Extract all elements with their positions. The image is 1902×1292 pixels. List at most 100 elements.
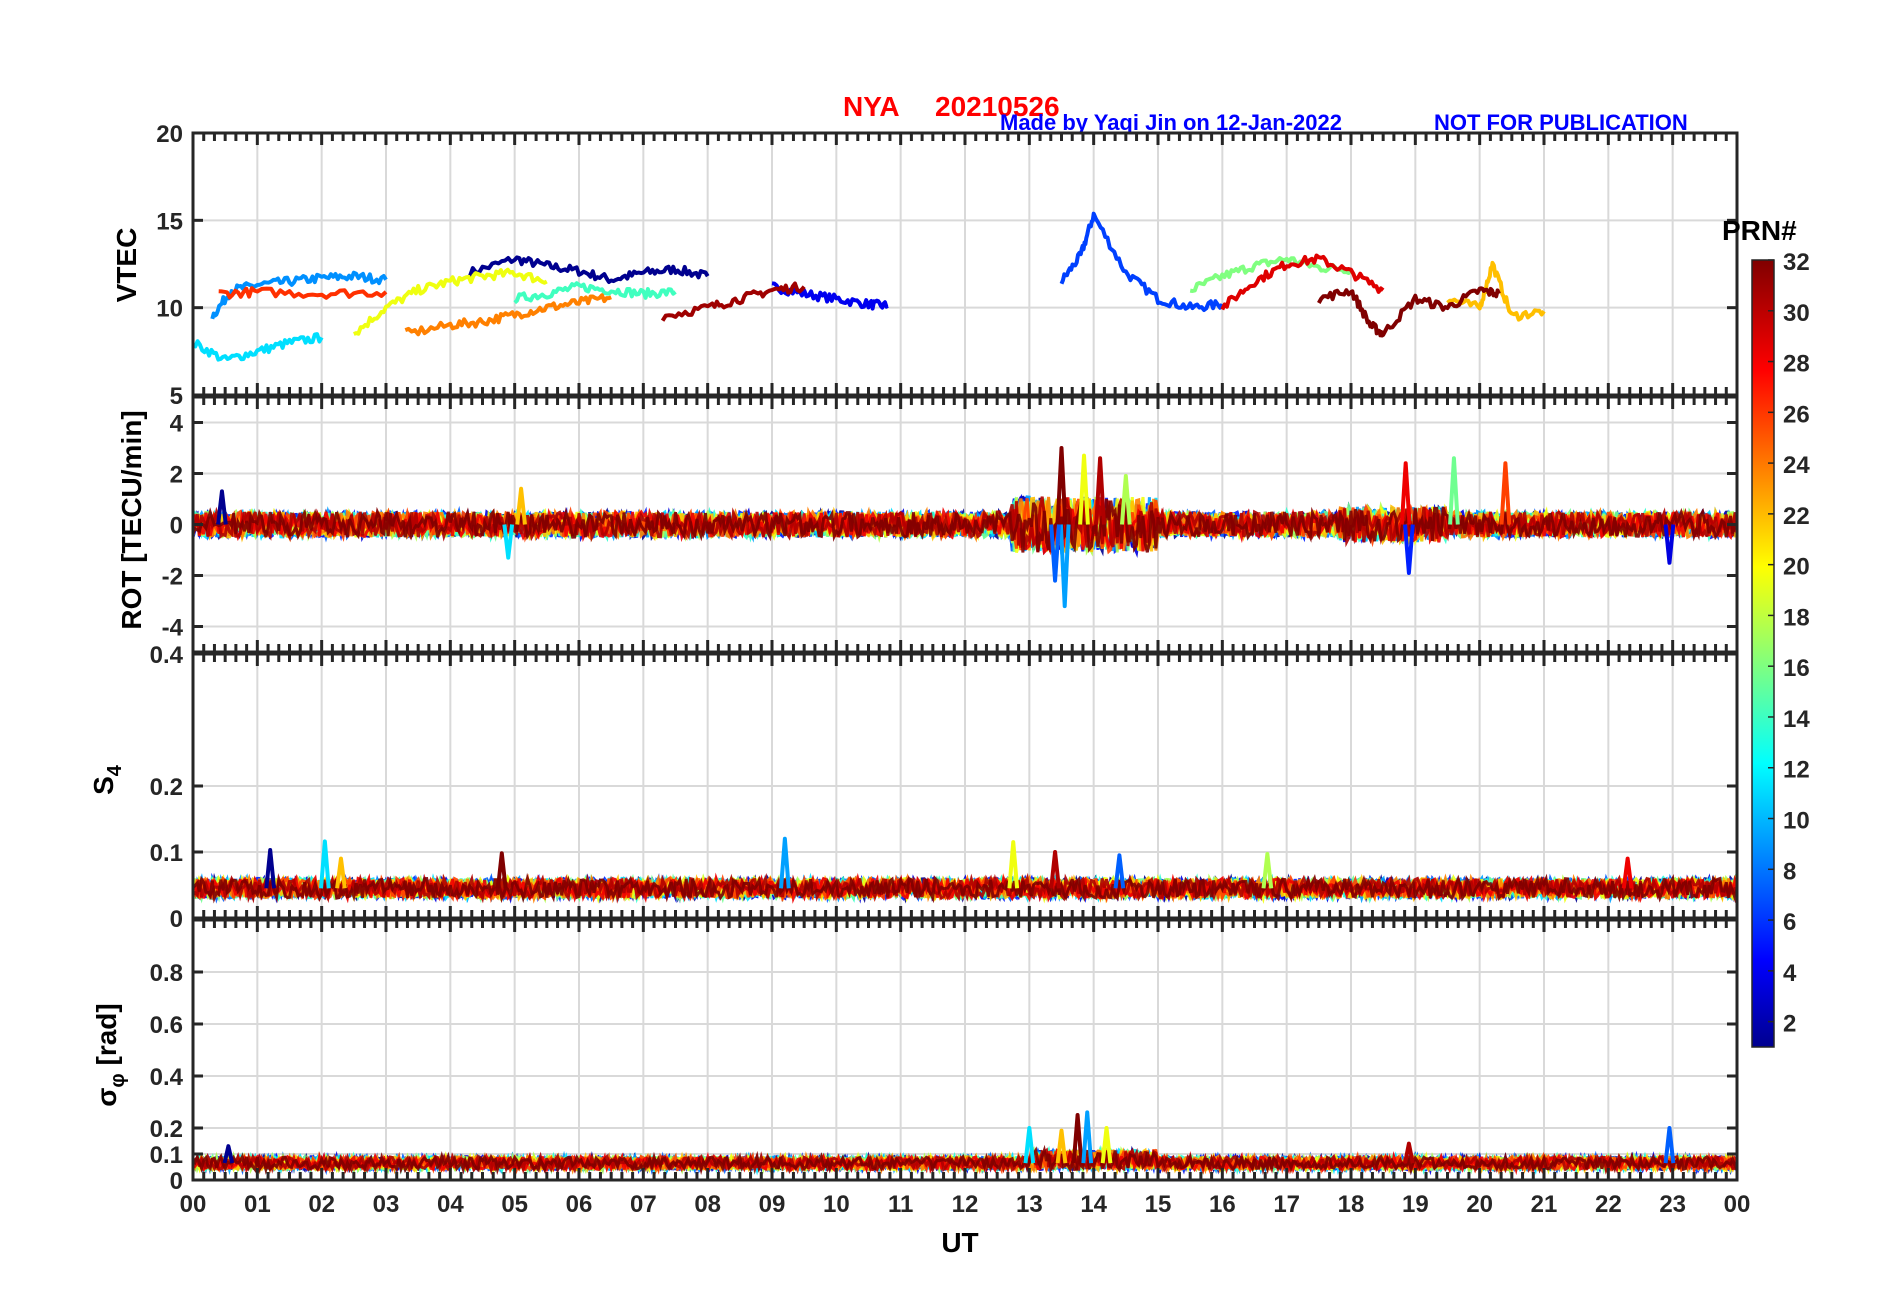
spike-mark: [1448, 456, 1460, 525]
spike-mark: [1071, 1113, 1084, 1164]
x-tick-label: 06: [566, 1191, 593, 1218]
y-tick-label: 0.4: [150, 1064, 184, 1091]
x-tick-label: 18: [1338, 1191, 1365, 1218]
spike-mark: [1078, 453, 1090, 525]
spike-mark: [1399, 461, 1412, 525]
x-tick-label: 22: [1595, 1191, 1622, 1218]
spike-mark: [216, 489, 228, 525]
spike-mark: [515, 486, 527, 525]
x-tick-label: 10: [823, 1191, 850, 1218]
spike-mark: [1663, 524, 1676, 565]
title-date: 20210526: [935, 91, 1060, 122]
x-tick-label: 00: [180, 1191, 207, 1218]
y-tick-label: 0: [170, 906, 183, 933]
xlabel: UT: [941, 1227, 978, 1258]
y-tick-label: -4: [162, 615, 184, 642]
spike-mark: [1049, 524, 1061, 583]
x-tick-label: 05: [501, 1191, 528, 1218]
colorbar-tick-label: 16: [1783, 655, 1810, 682]
vtec-series-prn-31: [660, 281, 806, 322]
colorbar-tick-label: 8: [1783, 858, 1796, 885]
x-tick-label: 09: [759, 1191, 786, 1218]
y-tick-label: 0.1: [150, 840, 183, 867]
spike-mark: [1094, 456, 1106, 525]
spike-mark: [1055, 1128, 1068, 1164]
vtec-series-prn-29: [1220, 253, 1385, 311]
vtec-series-prn-32: [1317, 286, 1501, 338]
spike-mark: [495, 851, 508, 889]
notice-text: NOT FOR PUBLICATION: [1434, 110, 1688, 135]
spike-mark: [1403, 524, 1415, 575]
spike-mark: [264, 848, 277, 889]
x-tick-label: 13: [1016, 1191, 1043, 1218]
noise-trace: [193, 872, 1737, 904]
spike-mark: [1049, 850, 1061, 889]
spike-mark: [1621, 856, 1634, 889]
title-station: NYA: [843, 91, 900, 122]
x-tick-label: 08: [694, 1191, 721, 1218]
colorbar-title: PRN#: [1722, 215, 1797, 246]
colorbar-tick-label: 32: [1783, 249, 1810, 276]
colorbar-tick-label: 28: [1783, 351, 1810, 378]
vtec-series-prn-27: [218, 286, 388, 300]
colorbar-tick-label: 6: [1783, 909, 1796, 936]
colorbar-tick-label: 10: [1783, 808, 1810, 835]
panel-traces-1: [193, 446, 1737, 609]
spike-mark: [1100, 1126, 1113, 1164]
x-tick-label: 20: [1466, 1191, 1493, 1218]
colorbar-tick-label: 4: [1783, 960, 1797, 987]
spike-mark: [1499, 461, 1512, 525]
y-tick-label: 0.8: [150, 960, 183, 987]
vtec-series-prn-14: [513, 281, 677, 305]
colorbar: [1751, 259, 1775, 1048]
spike-mark: [1081, 1110, 1094, 1164]
spike-mark: [1058, 524, 1071, 609]
x-tick-label: 16: [1209, 1191, 1236, 1218]
y-tick-label: 0.2: [150, 1116, 183, 1143]
x-tick-label: 17: [1273, 1191, 1300, 1218]
vtec-series-prn-24: [404, 293, 612, 337]
x-tick-label: 03: [373, 1191, 400, 1218]
colorbar-tick-label: 22: [1783, 503, 1810, 530]
panel-traces-0: [193, 211, 1546, 362]
y-tick-label: 5: [170, 383, 183, 410]
spike-mark: [1261, 851, 1274, 889]
y-tick-label: 0.6: [150, 1012, 183, 1039]
y-tick-label: -2: [162, 564, 183, 591]
x-tick-label: 12: [952, 1191, 979, 1218]
colorbar-tick-label: 20: [1783, 554, 1810, 581]
colorbar-tick-label: 30: [1783, 300, 1810, 327]
noise-trace: [193, 498, 1737, 554]
vtec-series-prn-22: [1446, 260, 1546, 322]
vtec-series-prn-2: [467, 255, 710, 284]
y-tick-label: 20: [156, 121, 183, 148]
x-tick-label: 14: [1080, 1191, 1107, 1218]
x-tick-label: 01: [244, 1191, 271, 1218]
y-tick-label: 0.1: [150, 1142, 183, 1169]
x-tick-label: 19: [1402, 1191, 1429, 1218]
ylabel-s4: S4: [88, 764, 126, 795]
vtec-series-prn-19: [353, 267, 548, 336]
spike-mark: [779, 836, 791, 889]
x-tick-label: 00: [1724, 1191, 1751, 1218]
x-tick-label: 02: [308, 1191, 335, 1218]
colorbar-tick-label: 12: [1783, 757, 1810, 784]
spike-mark: [1663, 1126, 1676, 1164]
x-tick-label: 11: [888, 1191, 913, 1218]
vtec-series-prn-5: [771, 281, 889, 311]
spike-mark: [1119, 474, 1132, 525]
colorbar-tick-label: 18: [1783, 604, 1810, 631]
x-tick-label: 23: [1659, 1191, 1686, 1218]
vtec-series-prn-11: [193, 332, 324, 362]
vtec-series-prn-9: [210, 270, 388, 320]
spike-mark: [1403, 1141, 1415, 1164]
spike-mark: [1113, 853, 1126, 889]
spike-mark: [1023, 1126, 1036, 1164]
spike-mark: [1007, 840, 1020, 889]
vtec-series-prn-7: [1059, 211, 1224, 312]
y-tick-label: 10: [156, 296, 183, 323]
vtec-series-prn-16: [1189, 256, 1353, 293]
noise-trace: [193, 496, 1737, 552]
y-tick-label: 4: [170, 411, 184, 438]
